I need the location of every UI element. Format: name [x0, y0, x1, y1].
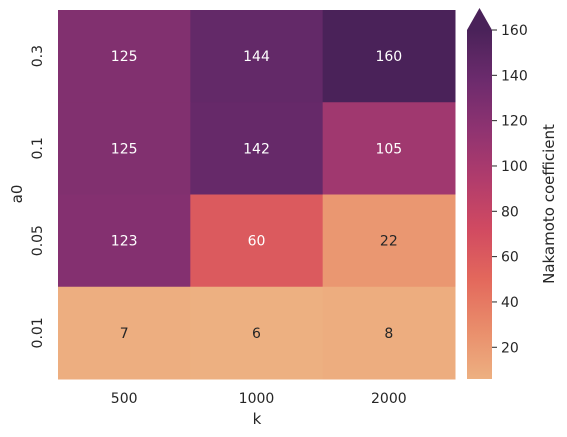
colorbar-tick-label: 120: [501, 114, 528, 130]
colorbar-tick-label: 80: [501, 204, 519, 220]
heatmap-cell: [58, 194, 191, 288]
y-axis-label: a0: [8, 185, 26, 204]
colorbar-tick-label: 160: [501, 23, 528, 39]
cell-value-label: 60: [248, 234, 266, 250]
cell-value-label: 160: [375, 49, 402, 65]
colorbar: 20 40 60 80 100 120 140 160 Nakamoto coefficien…: [467, 8, 558, 379]
colorbar-extend-arrow: [467, 8, 492, 30]
cell-value-label: 144: [243, 49, 270, 65]
y-tick-label: 0.1: [30, 137, 46, 159]
colorbar-tick-label: 60: [501, 250, 519, 266]
heatmap-cell: [58, 286, 191, 380]
colorbar-label: Nakamoto coefficient: [540, 124, 558, 284]
heatmap-cell: [322, 194, 456, 288]
cell-value-label: 125: [111, 49, 138, 65]
colorbar-tick-label: 20: [501, 340, 519, 356]
x-tick-label: 2000: [371, 391, 407, 407]
y-tick-label: 0.05: [30, 225, 46, 256]
colorbar-tick-label: 140: [501, 68, 528, 84]
heatmap-cell: [58, 102, 191, 195]
colorbar-tick-label: 40: [501, 295, 519, 311]
cell-value-label: 7: [120, 326, 129, 342]
heatmap-cell: [322, 10, 456, 103]
cell-value-label: 125: [111, 141, 138, 157]
x-tick-label: 500: [111, 391, 138, 407]
colorbar-gradient: [467, 30, 492, 379]
cell-value-label: 8: [384, 326, 393, 342]
x-tick-labels: 500 1000 2000: [111, 391, 407, 407]
cell-value-label: 105: [375, 141, 402, 157]
colorbar-tick-labels: 20 40 60 80 100 120 140 160: [492, 23, 528, 356]
heatmap-cell: [322, 286, 456, 380]
y-tick-label: 0.3: [30, 45, 46, 67]
heatmap-cell: [190, 10, 324, 103]
cell-value-label: 22: [380, 234, 398, 250]
x-tick-label: 1000: [239, 391, 275, 407]
heatmap-cell: [58, 10, 191, 103]
cell-value-label: 142: [243, 141, 270, 157]
heatmap-cell: [322, 102, 456, 195]
colorbar-tick-label: 100: [501, 159, 528, 175]
heatmap-cell: [190, 194, 324, 288]
heatmap-cells: 125 144 160 125 142 105 123 60 22 7 6 8: [58, 10, 456, 380]
y-tick-label: 0.01: [30, 317, 46, 348]
heatmap-cell: [190, 286, 324, 380]
cell-value-label: 6: [252, 326, 261, 342]
heatmap-cell: [190, 102, 324, 195]
x-axis-label: k: [253, 410, 262, 428]
y-tick-labels: 0.3 0.1 0.05 0.01: [30, 45, 46, 348]
cell-value-label: 123: [111, 234, 138, 250]
